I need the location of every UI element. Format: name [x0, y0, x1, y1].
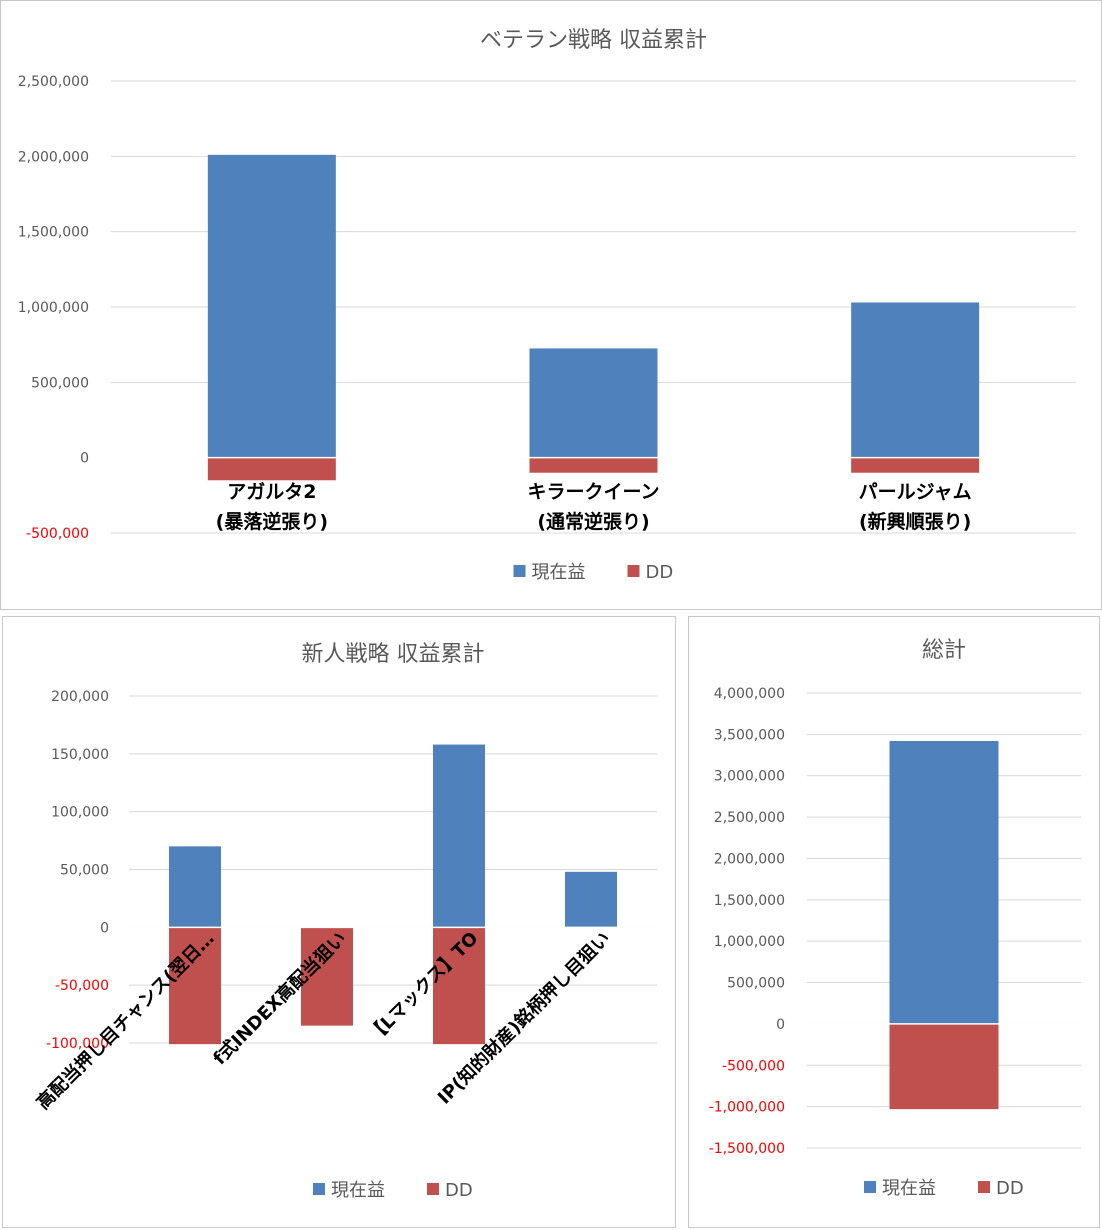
bar-dd: [433, 927, 485, 1045]
category-label: キラークイーン: [527, 481, 659, 503]
y-tick-label: 1,000,000: [714, 934, 785, 950]
bar-dd: [529, 457, 658, 473]
y-tick-label: -100,000: [46, 1036, 109, 1052]
y-tick-label: 2,000,000: [714, 851, 785, 867]
y-tick-label: 50,000: [60, 863, 109, 879]
legend: 現在益 DD: [864, 1178, 1024, 1199]
y-tick-label: 2,000,000: [18, 149, 89, 165]
total-chart-panel: 総計 4,000,000 3,500,000 3,000,000 2,500,000 2,…: [688, 616, 1100, 1228]
category-sublabel: (暴落逆張り): [216, 510, 328, 533]
legend-swatch-current: [513, 565, 526, 577]
bar-dd: [169, 927, 221, 1045]
category-sublabel: (新興順張り): [859, 510, 971, 533]
y-tick-label: 3,500,000: [714, 727, 785, 743]
bar-dd: [851, 457, 980, 473]
legend-swatch-dd: [978, 1181, 990, 1193]
category-sublabel: (通常逆張り): [537, 510, 649, 533]
bar-current: [889, 740, 999, 1024]
chart-title: 総計: [922, 638, 966, 663]
bar-dd: [207, 457, 336, 481]
bar-current: [169, 846, 221, 928]
y-tick-label: -500,000: [722, 1058, 785, 1074]
legend-label-current: 現在益: [882, 1178, 936, 1199]
veteran-chart-panel: ベテラン戦略 収益累計 2,500,000 2,000,000 1,500,000 1,…: [0, 0, 1102, 610]
bar-current: [851, 302, 980, 458]
rookie-chart-panel: 新人戦略 収益累計 200,000 150,000 100,000 50,000 0 -50…: [2, 616, 676, 1228]
total-chart: 総計 4,000,000 3,500,000 3,000,000 2,500,000 2,…: [709, 638, 1081, 1199]
bar-dd: [889, 1023, 999, 1110]
veteran-chart: ベテラン戦略 収益累計 2,500,000 2,000,000 1,500,000 1,…: [18, 28, 1076, 583]
legend: 現在益 DD: [313, 1180, 473, 1201]
bar-current: [529, 348, 658, 458]
legend-label-dd: DD: [996, 1178, 1024, 1199]
y-tick-label: 100,000: [51, 805, 109, 821]
legend-label-dd: DD: [646, 562, 674, 583]
y-tick-label: -500,000: [26, 526, 89, 542]
y-tick-label: 3,000,000: [714, 769, 785, 785]
legend-label-current: 現在益: [532, 562, 586, 583]
category-label: パールジャム: [859, 481, 972, 503]
y-tick-label: 500,000: [31, 375, 89, 391]
y-tick-label: 1,500,000: [714, 893, 785, 909]
legend-swatch-dd: [627, 565, 640, 577]
legend-label-current: 現在益: [331, 1180, 385, 1201]
y-tick-label: 1,000,000: [18, 300, 89, 316]
rookie-chart: 新人戦略 収益累計 200,000 150,000 100,000 50,000 0 -50…: [32, 642, 657, 1201]
y-tick-label: 2,500,000: [714, 810, 785, 826]
y-tick-label: 200,000: [51, 689, 109, 705]
y-tick-label: 0: [776, 1017, 785, 1033]
bar-current: [433, 744, 485, 928]
y-tick-label: 0: [100, 920, 109, 936]
chart-title: 新人戦略 収益累計: [302, 642, 485, 667]
y-tick-label: -50,000: [55, 978, 109, 994]
y-tick-label: 1,500,000: [18, 225, 89, 241]
chart-title: ベテラン戦略 収益累計: [480, 28, 707, 53]
bar-current: [565, 871, 617, 928]
y-tick-label: -1,500,000: [709, 1141, 785, 1157]
legend-label-dd: DD: [445, 1180, 473, 1201]
y-tick-label: 2,500,000: [18, 74, 89, 90]
legend-swatch-dd: [427, 1183, 439, 1195]
legend-swatch-current: [864, 1181, 876, 1193]
y-tick-label: 0: [80, 451, 89, 467]
y-tick-label: 500,000: [727, 976, 785, 992]
bar-dd: [301, 927, 353, 1026]
y-tick-label: -1,000,000: [709, 1100, 785, 1116]
bar-current: [207, 154, 336, 458]
y-tick-label: 4,000,000: [714, 686, 785, 702]
category-label: アガルタ2: [227, 481, 316, 503]
legend-swatch-current: [313, 1183, 325, 1195]
legend: 現在益 DD: [513, 562, 674, 583]
y-tick-label: 150,000: [51, 747, 109, 763]
